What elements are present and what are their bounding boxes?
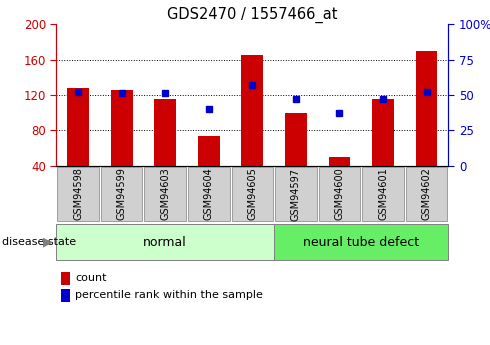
Text: normal: normal xyxy=(144,236,187,249)
Bar xyxy=(67,88,89,166)
Bar xyxy=(154,99,176,166)
Bar xyxy=(372,99,394,166)
Text: GSM94605: GSM94605 xyxy=(247,168,257,220)
Text: neural tube defect: neural tube defect xyxy=(303,236,419,249)
Title: GDS2470 / 1557466_at: GDS2470 / 1557466_at xyxy=(167,7,338,23)
Text: percentile rank within the sample: percentile rank within the sample xyxy=(75,290,263,300)
Bar xyxy=(285,112,307,166)
Text: GSM94603: GSM94603 xyxy=(160,168,170,220)
Bar xyxy=(416,51,438,166)
Text: GSM94602: GSM94602 xyxy=(421,168,432,220)
Text: disease state: disease state xyxy=(2,237,76,247)
Text: GSM94604: GSM94604 xyxy=(204,168,214,220)
Text: GSM94601: GSM94601 xyxy=(378,168,388,220)
Text: ▶: ▶ xyxy=(43,236,53,249)
Text: count: count xyxy=(75,273,106,283)
Text: GSM94600: GSM94600 xyxy=(335,168,344,220)
Bar xyxy=(111,90,133,166)
Text: GSM94599: GSM94599 xyxy=(117,168,127,220)
Bar xyxy=(242,55,263,166)
Text: GSM94598: GSM94598 xyxy=(73,168,83,220)
Bar xyxy=(198,136,220,166)
Bar xyxy=(329,157,350,166)
Text: GSM94597: GSM94597 xyxy=(291,168,301,220)
